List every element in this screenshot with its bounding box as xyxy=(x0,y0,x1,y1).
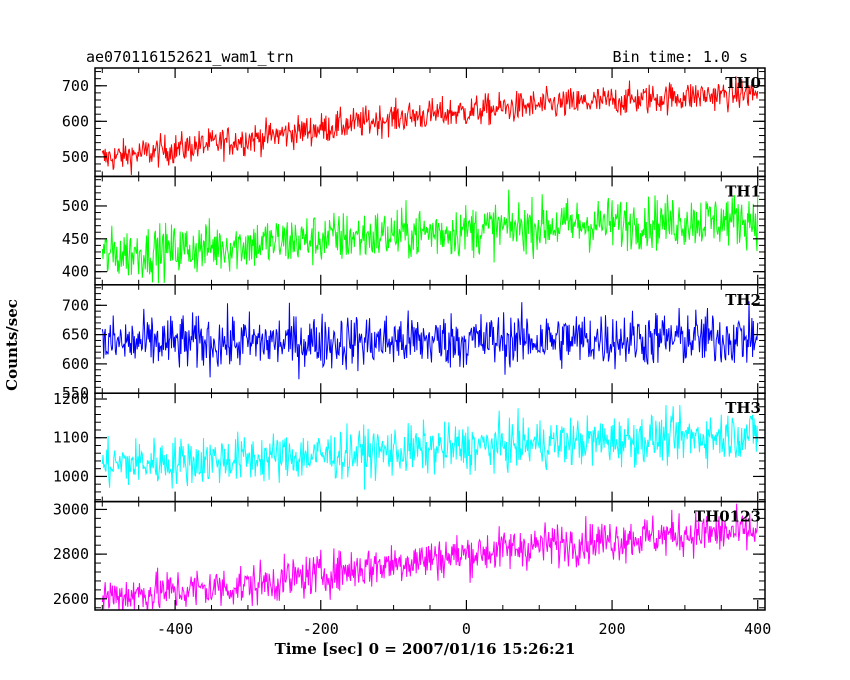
bin-time-label: Bin time: 1.0 s xyxy=(613,48,748,66)
panel-label-th3: TH3 xyxy=(725,399,761,417)
panel-label-th2: TH2 xyxy=(725,291,761,309)
y-tick-label: 650 xyxy=(62,326,89,344)
x-tick-label: 200 xyxy=(599,620,626,638)
x-tick-label: -400 xyxy=(157,620,193,638)
x-tick-label: 400 xyxy=(744,620,771,638)
y-tick-label: 500 xyxy=(62,197,89,215)
panel-label-th0: TH0 xyxy=(725,74,761,92)
y-tick-label: 1200 xyxy=(53,390,89,408)
y-tick-label: 400 xyxy=(62,263,89,281)
y-tick-label: 550 xyxy=(62,384,89,402)
y-tick-label: 600 xyxy=(62,112,89,130)
y-axis-label: Counts/sec xyxy=(3,299,21,391)
y-tick-label: 450 xyxy=(62,230,89,248)
y-tick-label: 2800 xyxy=(53,545,89,563)
y-tick-label: 3000 xyxy=(53,500,89,518)
series-line-th1 xyxy=(101,189,759,284)
series-line-th3 xyxy=(101,404,759,490)
series-line-th2 xyxy=(101,301,759,380)
x-tick-label: -200 xyxy=(303,620,339,638)
y-tick-label: 1100 xyxy=(53,429,89,447)
y-tick-label: 500 xyxy=(62,148,89,166)
y-tick-label: 1000 xyxy=(53,467,89,485)
y-tick-label: 700 xyxy=(62,296,89,314)
panel-frame-th0 xyxy=(94,67,766,178)
plot-title: ae070116152621_wam1_trn xyxy=(86,48,294,66)
series-line-th0 xyxy=(101,76,759,176)
series-line-th0123 xyxy=(101,503,759,611)
panels-group: 500 600 700 TH0 400 450 500 TH1 550 600 650 700 TH2 1… xyxy=(53,67,771,638)
x-axis-label: Time [sec] 0 = 2007/01/16 15:26:21 xyxy=(275,640,576,658)
panel-label-th0123: TH0123 xyxy=(694,508,761,526)
panel-label-th1: TH1 xyxy=(725,182,761,200)
y-tick-label: 700 xyxy=(62,77,89,95)
y-tick-label: 600 xyxy=(62,355,89,373)
x-tick-label: 0 xyxy=(462,620,471,638)
y-tick-label: 2600 xyxy=(53,590,89,608)
